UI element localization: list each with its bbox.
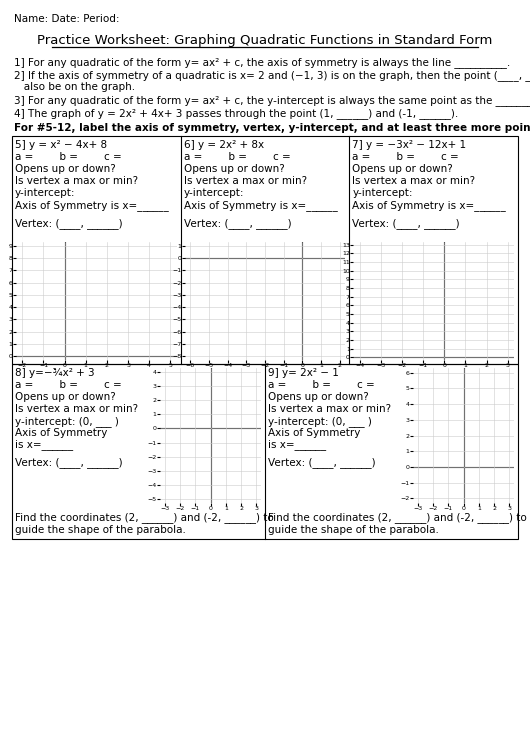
Text: Opens up or down?: Opens up or down? xyxy=(268,392,369,402)
Text: For #5-12, label the axis of symmetry, vertex, y-intercept, and at least three m: For #5-12, label the axis of symmetry, v… xyxy=(14,123,530,133)
Text: 4] The graph of y = 2x² + 4x+ 3 passes through the point (1, ______) and (-1, __: 4] The graph of y = 2x² + 4x+ 3 passes t… xyxy=(14,108,458,119)
Text: a =        b =        c =: a = b = c = xyxy=(15,152,122,162)
Text: Opens up or down?: Opens up or down? xyxy=(184,164,285,174)
Text: 9] y= 2x² − 1: 9] y= 2x² − 1 xyxy=(268,368,339,378)
Text: a =        b =        c =: a = b = c = xyxy=(268,380,375,390)
Text: Vertex: (____, ______): Vertex: (____, ______) xyxy=(184,218,292,229)
Text: Is vertex a max or min?: Is vertex a max or min? xyxy=(352,176,475,186)
Text: guide the shape of the parabola.: guide the shape of the parabola. xyxy=(15,525,186,535)
Text: Axis of Symmetry: Axis of Symmetry xyxy=(268,428,360,438)
Text: 7] y = −3x² − 12x+ 1: 7] y = −3x² − 12x+ 1 xyxy=(352,140,466,150)
Text: also be on the graph.: also be on the graph. xyxy=(14,82,135,92)
Text: 3] For any quadratic of the form y= ax² + c, the y-intercept is always the same : 3] For any quadratic of the form y= ax² … xyxy=(14,95,530,106)
Text: is x=______: is x=______ xyxy=(268,439,326,450)
Text: Is vertex a max or min?: Is vertex a max or min? xyxy=(268,404,391,414)
Text: Practice Worksheet: Graphing Quadratic Functions in Standard Form: Practice Worksheet: Graphing Quadratic F… xyxy=(37,34,493,47)
Text: Is vertex a max or min?: Is vertex a max or min? xyxy=(15,404,138,414)
Text: Opens up or down?: Opens up or down? xyxy=(15,392,116,402)
Text: Vertex: (____, ______): Vertex: (____, ______) xyxy=(15,218,122,229)
Text: Vertex: (____, ______): Vertex: (____, ______) xyxy=(352,218,460,229)
Text: Find the coordinates (2, ______) and (-2, ______) to: Find the coordinates (2, ______) and (-2… xyxy=(15,512,274,523)
Text: 8] y=−¾x² + 3: 8] y=−¾x² + 3 xyxy=(15,368,95,378)
Text: Is vertex a max or min?: Is vertex a max or min? xyxy=(15,176,138,186)
Text: Find the coordinates (2, ______) and (-2, ______) to: Find the coordinates (2, ______) and (-2… xyxy=(268,512,527,523)
Text: a =        b =        c =: a = b = c = xyxy=(184,152,290,162)
Text: 2] If the axis of symmetry of a quadratic is x= 2 and (−1, 3) is on the graph, t: 2] If the axis of symmetry of a quadrati… xyxy=(14,70,530,81)
Text: 5] y = x² − 4x+ 8: 5] y = x² − 4x+ 8 xyxy=(15,140,107,150)
Text: y-intercept:: y-intercept: xyxy=(15,188,75,198)
Text: y-intercept:: y-intercept: xyxy=(184,188,244,198)
Bar xyxy=(12,136,518,364)
Text: Opens up or down?: Opens up or down? xyxy=(352,164,453,174)
Text: Axis of Symmetry is x=______: Axis of Symmetry is x=______ xyxy=(15,200,169,211)
Text: guide the shape of the parabola.: guide the shape of the parabola. xyxy=(268,525,439,535)
Text: 6] y = 2x² + 8x: 6] y = 2x² + 8x xyxy=(184,140,264,150)
Text: Vertex: (____, ______): Vertex: (____, ______) xyxy=(15,457,122,468)
Text: Opens up or down?: Opens up or down? xyxy=(15,164,116,174)
Text: Axis of Symmetry: Axis of Symmetry xyxy=(15,428,108,438)
Text: a =        b =        c =: a = b = c = xyxy=(15,380,122,390)
Bar xyxy=(12,364,518,539)
Text: 1] For any quadratic of the form y= ax² + c, the axis of symmetry is always the : 1] For any quadratic of the form y= ax² … xyxy=(14,57,510,68)
Text: y-intercept: (0, ___ ): y-intercept: (0, ___ ) xyxy=(268,416,372,427)
Text: a =        b =        c =: a = b = c = xyxy=(352,152,459,162)
Text: Axis of Symmetry is x=______: Axis of Symmetry is x=______ xyxy=(184,200,338,211)
Text: Axis of Symmetry is x=______: Axis of Symmetry is x=______ xyxy=(352,200,506,211)
Text: Name: Date: Period:: Name: Date: Period: xyxy=(14,14,119,24)
Text: Vertex: (____, ______): Vertex: (____, ______) xyxy=(268,457,376,468)
Text: y-intercept:: y-intercept: xyxy=(352,188,413,198)
Text: is x=______: is x=______ xyxy=(15,439,73,450)
Text: y-intercept: (0, ___ ): y-intercept: (0, ___ ) xyxy=(15,416,119,427)
Text: Is vertex a max or min?: Is vertex a max or min? xyxy=(184,176,307,186)
